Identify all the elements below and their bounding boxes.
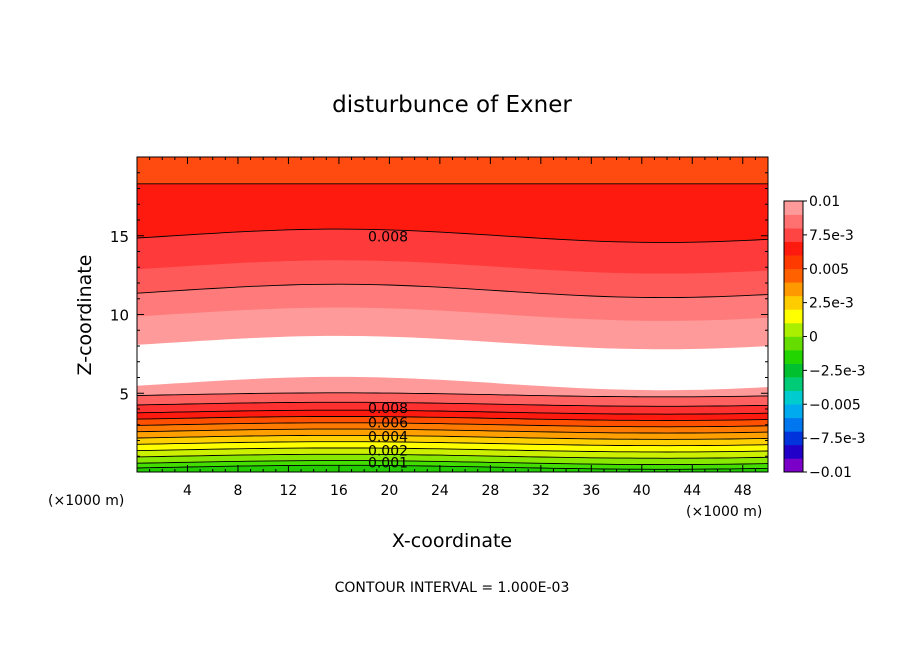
plot-area: [136, 156, 769, 473]
chart-title: disturbunce of Exner: [332, 92, 572, 118]
colorbar: [783, 200, 804, 473]
colorbar-labels: 0.01 7.5e-3 0.005 2.5e-3 0 −2.5e-3 −0.005 −7.5e…: [803, 194, 866, 481]
colorbar-swatch-18: [784, 214, 803, 229]
colorbar-swatch-10: [784, 322, 803, 337]
contour-interval-note: CONTOUR INTERVAL = 1.000E-03: [335, 580, 570, 596]
colorbar-swatch-16: [784, 241, 803, 256]
contour-line-13: [136, 460, 769, 466]
contour-line-11: [136, 447, 769, 453]
colorbar-label: 2.5e-3: [809, 296, 854, 312]
colorbar-swatch-5: [784, 390, 803, 405]
contour-line-5: [136, 409, 769, 415]
colorbar-swatch-3: [784, 417, 803, 432]
x-axis: 4 8 12 16 20 24 28 32 36 40 44 48: [136, 157, 769, 499]
x-tick-label: 8: [233, 483, 242, 499]
colorbar-swatch-9: [784, 336, 803, 351]
field-band-0: [136, 156, 769, 185]
colorbar-swatch-7: [784, 363, 803, 378]
contour-line-10: [136, 441, 769, 447]
contour-line-6: [136, 416, 769, 421]
colorbar-label: −0.005: [809, 397, 861, 413]
colorbar-swatch-4: [784, 404, 803, 419]
colorbar-swatch-8: [784, 350, 803, 364]
y-axis: 5 10 15: [110, 156, 768, 473]
y-tick-label: 15: [110, 228, 129, 246]
contour-label-3: 0.004: [368, 430, 408, 446]
colorbar-label: 7.5e-3: [809, 228, 854, 244]
y-tick-label: 10: [110, 307, 129, 325]
contour-line-9: [136, 434, 769, 440]
contour-line-1: [136, 228, 769, 243]
x-tick-label: 4: [183, 483, 192, 499]
contour-line-8: [136, 428, 769, 434]
x-tick-label: 28: [481, 483, 499, 499]
contour-line-2: [136, 283, 769, 299]
x-tick-label: 32: [532, 483, 550, 499]
colorbar-swatch-19: [784, 201, 803, 215]
x-tick-label: 36: [582, 483, 600, 499]
colorbar-label: −0.01: [809, 465, 852, 481]
colorbar-label: −7.5e-3: [809, 431, 866, 447]
contour-label-0: 0.008: [368, 229, 408, 245]
contour-line-7: [136, 422, 769, 428]
contour-line-3: [136, 392, 769, 398]
contour-label-2: 0.006: [368, 415, 408, 431]
x-tick-label: 48: [734, 483, 752, 499]
x-unit-right: (×1000 m): [686, 504, 762, 520]
contour-label-5: 0.001: [368, 455, 408, 471]
colorbar-label: 0.005: [809, 262, 849, 278]
y-tick-label: 5: [119, 385, 129, 403]
contour-line-12: [136, 453, 769, 459]
colorbar-swatch-1: [784, 444, 803, 459]
contour-line-4: [136, 401, 769, 407]
contour-label-4: 0.002: [368, 444, 408, 460]
colorbar-swatch-17: [784, 228, 803, 242]
colorbar-swatch-6: [784, 377, 803, 391]
y-axis-label: Z-coordinate: [74, 255, 96, 376]
x-tick-label: 12: [280, 483, 298, 499]
contour-label-1: 0.008: [368, 401, 408, 417]
colorbar-swatch-0: [784, 458, 803, 473]
x-tick-label: 44: [683, 483, 701, 499]
x-tick-label: 20: [380, 483, 398, 499]
colorbar-swatch-11: [784, 309, 803, 324]
colorbar-label: −2.5e-3: [809, 363, 866, 379]
colorbar-swatch-14: [784, 268, 803, 283]
x-tick-label: 16: [330, 483, 348, 499]
colorbar-swatch-2: [784, 431, 803, 446]
x-axis-label: X-coordinate: [392, 530, 512, 552]
contour-lines: [136, 183, 769, 470]
colorbar-label: 0.01: [809, 194, 840, 210]
x-tick-label: 40: [633, 483, 651, 499]
colorbar-swatch-15: [784, 255, 803, 270]
x-unit-left: (×1000 m): [48, 493, 124, 509]
colorbar-swatch-13: [784, 282, 803, 297]
x-tick-label: 24: [431, 483, 449, 499]
contour-line-14: [136, 464, 769, 470]
colorbar-swatch-12: [784, 295, 803, 310]
colorbar-label: 0: [809, 330, 818, 346]
